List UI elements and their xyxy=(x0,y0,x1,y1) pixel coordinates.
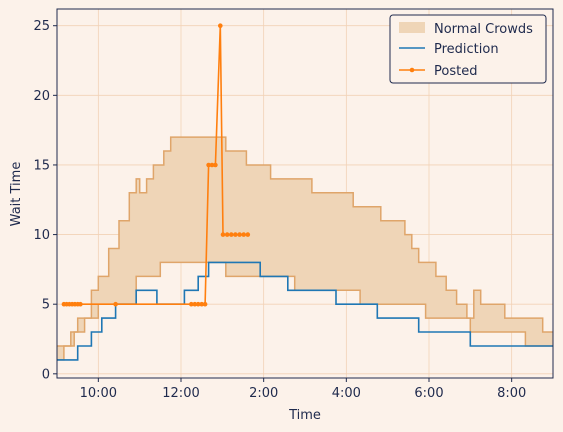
posted-point xyxy=(213,162,218,168)
posted-point xyxy=(237,232,242,237)
posted-point xyxy=(218,23,223,29)
posted-point xyxy=(78,301,83,307)
y-tick-label: 20 xyxy=(33,89,50,104)
y-axis-ticks: 0 5 10 15 20 25 xyxy=(33,19,57,382)
legend-band-swatch xyxy=(399,22,425,33)
posted-point xyxy=(192,301,198,307)
legend-posted-marker xyxy=(409,67,415,73)
posted-markers xyxy=(61,23,251,307)
y-tick-label: 10 xyxy=(33,228,50,243)
y-tick-label: 15 xyxy=(33,158,50,173)
posted-point xyxy=(220,232,226,237)
legend-label-posted: Posted xyxy=(434,64,477,79)
x-tick-label: 4:00 xyxy=(332,386,361,401)
prediction-line xyxy=(57,261,553,361)
legend: Normal Crowds Prediction Posted xyxy=(389,14,547,84)
y-axis-title: Wait Time xyxy=(9,162,24,227)
x-axis-ticks: 10:00 12:00 2:00 4:00 6:00 8:00 xyxy=(80,378,526,401)
posted-point xyxy=(233,232,238,237)
legend-label-normal-crowds: Normal Crowds xyxy=(434,22,533,37)
posted-point xyxy=(199,301,204,307)
posted-point xyxy=(195,301,201,307)
x-tick-label: 12:00 xyxy=(162,386,199,401)
normal-crowds-lower-edge xyxy=(57,261,553,361)
posted-point xyxy=(245,232,251,237)
y-tick-label: 25 xyxy=(33,19,50,34)
normal-crowds-band xyxy=(57,136,553,361)
x-tick-label: 8:00 xyxy=(497,386,526,401)
legend-box xyxy=(389,14,547,84)
posted-point xyxy=(202,301,208,307)
x-tick-label: 2:00 xyxy=(249,386,278,401)
normal-crowds-area xyxy=(57,137,553,360)
x-tick-label: 10:00 xyxy=(80,386,117,401)
plot-frame xyxy=(56,8,554,379)
posted-point xyxy=(113,301,118,307)
posted-point xyxy=(206,162,211,168)
legend-label-prediction: Prediction xyxy=(434,42,499,57)
y-tick-label: 5 xyxy=(42,298,50,313)
posted-point xyxy=(241,232,246,237)
posted-point xyxy=(189,301,194,307)
posted-point xyxy=(229,232,234,237)
normal-crowds-upper-edge xyxy=(57,136,553,347)
y-tick-label: 0 xyxy=(42,367,50,382)
posted-point xyxy=(224,232,230,237)
x-tick-label: 6:00 xyxy=(414,386,443,401)
x-axis-title: Time xyxy=(288,408,321,423)
posted-point xyxy=(209,162,215,168)
